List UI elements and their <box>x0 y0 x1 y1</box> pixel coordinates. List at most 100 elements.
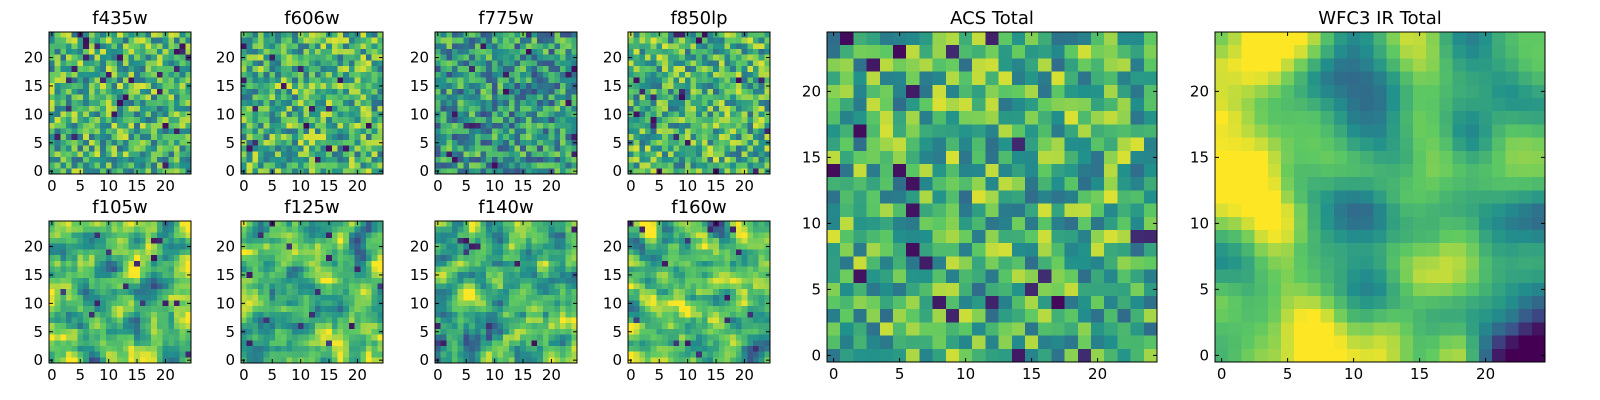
heatmap-cell <box>343 151 350 158</box>
heatmap-cell <box>151 232 158 239</box>
heatmap-cell <box>718 117 726 124</box>
heatmap-cell <box>565 232 572 239</box>
heatmap-cell <box>440 105 447 113</box>
heatmap-cell <box>554 94 561 101</box>
heatmap-cell <box>94 43 101 50</box>
heatmap-cell <box>77 139 84 147</box>
heatmap-cell <box>156 37 164 44</box>
heatmap-cell <box>252 134 259 141</box>
heatmap-cell <box>60 60 67 67</box>
heatmap-cell <box>60 168 67 175</box>
heatmap-cell <box>151 306 158 313</box>
heatmap-cell <box>514 317 521 324</box>
heatmap-cell <box>571 249 578 256</box>
heatmap-cell <box>348 238 356 245</box>
heatmap-cell <box>139 226 147 233</box>
heatmap-cell <box>314 111 322 118</box>
heatmap-cell <box>77 232 84 239</box>
heatmap-cell <box>633 168 640 175</box>
heatmap-cell <box>258 323 265 330</box>
heatmap-cell <box>639 221 646 228</box>
heatmap-cell <box>241 117 248 124</box>
heatmap-cell <box>452 145 459 152</box>
heatmap-cell <box>752 232 760 239</box>
heatmap-cell <box>54 94 61 101</box>
heatmap-cell <box>303 60 310 67</box>
heatmap-cell <box>179 162 186 169</box>
heatmap-cell <box>275 100 282 107</box>
heatmap-cell <box>633 232 640 239</box>
heatmap-cell <box>66 49 73 56</box>
heatmap-cell <box>463 151 470 158</box>
heatmap-cell <box>752 128 760 135</box>
heatmap-cell <box>122 317 130 324</box>
heatmap-cell <box>71 340 78 347</box>
heatmap-cell <box>280 300 288 307</box>
heatmap-cell <box>474 232 482 239</box>
heatmap-cell <box>690 32 697 39</box>
heatmap-cell <box>303 77 310 84</box>
heatmap-cell <box>457 306 464 313</box>
heatmap-cell <box>286 221 293 228</box>
heatmap-cell <box>491 294 499 302</box>
heatmap-cell <box>491 71 499 79</box>
heatmap-cell <box>117 317 124 324</box>
heatmap-cell <box>168 94 175 101</box>
heatmap-cell <box>457 340 464 347</box>
heatmap-cell <box>297 238 305 245</box>
heatmap-cell <box>565 128 572 135</box>
heatmap-cell <box>49 43 56 50</box>
heatmap-cell <box>100 266 107 273</box>
heatmap-cell <box>457 88 464 96</box>
heatmap-cell <box>156 83 164 90</box>
heatmap-cell <box>122 83 130 90</box>
heatmap-cell <box>724 37 731 44</box>
heatmap-cell <box>758 289 765 296</box>
heatmap-cell <box>88 77 96 84</box>
heatmap-cell <box>565 345 572 353</box>
heatmap-cell <box>497 243 504 250</box>
heatmap-cell <box>673 300 680 307</box>
heatmap-cell <box>292 60 299 67</box>
heatmap-cell <box>508 340 516 347</box>
heatmap-cell <box>83 334 90 341</box>
heatmap-cell <box>145 94 152 101</box>
heatmap-cell <box>662 277 669 285</box>
heatmap-cell <box>508 334 516 341</box>
heatmap-cell <box>263 260 270 268</box>
heatmap-cell <box>633 88 640 96</box>
heatmap-cell <box>173 294 181 302</box>
heatmap-cell <box>343 117 350 124</box>
heatmap-cell <box>645 283 652 290</box>
heatmap-cell <box>554 54 561 61</box>
heatmap-cell <box>179 60 186 67</box>
heatmap-cell <box>707 226 714 233</box>
heatmap-cell <box>662 156 669 164</box>
heatmap-cell <box>348 32 356 39</box>
heatmap-cell <box>60 226 67 233</box>
heatmap-cell <box>656 88 663 96</box>
heatmap-cell <box>571 311 578 319</box>
heatmap-cell <box>365 255 373 262</box>
heatmap-cell <box>525 168 533 175</box>
heatmap-cell <box>88 311 96 319</box>
heatmap-cell <box>263 243 270 250</box>
heatmap-cell <box>718 54 726 61</box>
heatmap-cell <box>639 162 646 169</box>
panel-title: f606w <box>284 8 339 29</box>
heatmap-cell <box>371 162 378 169</box>
heatmap-cell <box>639 100 646 107</box>
heatmap-cell <box>173 43 181 50</box>
heatmap-cell <box>537 105 544 113</box>
heatmap-cell <box>548 117 555 124</box>
heatmap-cell <box>280 105 288 113</box>
heatmap-cell <box>179 151 186 158</box>
heatmap-cell <box>185 351 192 358</box>
heatmap-cell <box>520 238 527 245</box>
heatmap-cell <box>326 272 333 279</box>
heatmap-cell <box>713 294 720 302</box>
y-tick-label: 10 <box>603 105 622 123</box>
heatmap-cell <box>286 60 293 67</box>
heatmap-cell <box>718 232 726 239</box>
heatmap-cell <box>145 289 152 296</box>
